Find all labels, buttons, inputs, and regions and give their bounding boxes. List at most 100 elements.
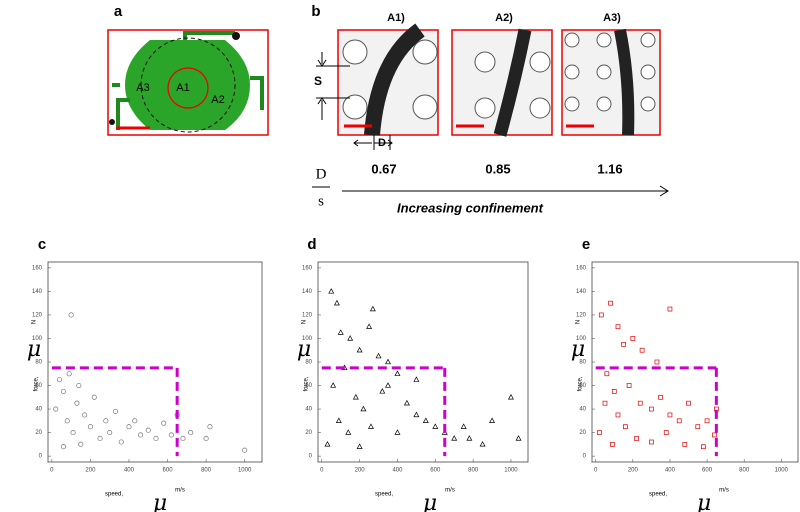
point xyxy=(608,300,613,306)
point xyxy=(70,430,76,436)
y-tick-label: 20 xyxy=(35,430,42,436)
point xyxy=(630,336,636,341)
point xyxy=(639,347,645,353)
point xyxy=(413,376,420,382)
chip-image xyxy=(107,29,269,136)
y-tick-label: 160 xyxy=(302,265,313,271)
point xyxy=(367,423,374,429)
point xyxy=(356,443,363,449)
point xyxy=(335,417,342,423)
x-tick-label: 600 xyxy=(163,468,174,474)
y-label-unit: N xyxy=(576,320,582,324)
point xyxy=(451,435,458,441)
point xyxy=(597,430,602,435)
point xyxy=(337,329,344,335)
point xyxy=(145,427,151,433)
point xyxy=(352,393,359,400)
y-label-symbol: μ xyxy=(297,337,311,362)
point xyxy=(330,382,337,388)
x-label-symbol: μ xyxy=(423,491,437,512)
point xyxy=(168,432,174,438)
point xyxy=(686,400,691,406)
point xyxy=(460,423,467,429)
point xyxy=(60,444,66,450)
x-label: speed, xyxy=(649,492,667,498)
point xyxy=(87,424,93,430)
point xyxy=(153,435,159,442)
point xyxy=(604,371,610,377)
point xyxy=(598,312,604,318)
point xyxy=(658,394,664,400)
y-tick-label: 60 xyxy=(579,383,586,389)
point xyxy=(611,389,617,394)
point xyxy=(137,432,144,438)
image-label: A2) xyxy=(495,12,513,24)
y-tick-label: 40 xyxy=(35,407,42,413)
point xyxy=(126,424,132,430)
x-label-unit: m/s xyxy=(175,488,185,494)
fraction-denominator: s xyxy=(318,193,324,209)
y-label-symbol: μ xyxy=(571,337,585,362)
x-tick-label: 1000 xyxy=(238,468,252,474)
point xyxy=(74,400,80,406)
point xyxy=(663,430,669,435)
y-tick-label: 80 xyxy=(305,360,312,366)
point xyxy=(78,441,84,447)
region-label: A1 xyxy=(176,82,189,94)
x-tick-label: 400 xyxy=(124,468,135,474)
point xyxy=(118,439,124,445)
point xyxy=(161,420,167,426)
y-label: force, xyxy=(304,376,310,391)
point xyxy=(634,436,639,441)
point xyxy=(66,371,72,377)
region-label: A2 xyxy=(211,94,224,106)
point xyxy=(366,323,373,329)
point xyxy=(385,358,391,365)
y-tick-label: 40 xyxy=(579,407,586,413)
y-tick-label: 60 xyxy=(305,383,312,389)
point xyxy=(60,388,66,394)
point xyxy=(422,417,429,423)
y-tick-label: 40 xyxy=(305,407,312,413)
image-label: A3) xyxy=(603,12,621,24)
point xyxy=(432,423,439,429)
point xyxy=(76,382,82,389)
y-tick-label: 0 xyxy=(309,454,313,460)
x-label-unit: m/s xyxy=(445,488,455,494)
panel-label: b xyxy=(311,3,320,20)
point xyxy=(621,342,626,347)
y-tick-label: 160 xyxy=(576,265,587,271)
point xyxy=(695,424,701,430)
x-label-symbol: μ xyxy=(697,491,711,512)
point xyxy=(394,370,401,376)
y-tick-label: 160 xyxy=(32,265,43,271)
point xyxy=(369,305,376,312)
x-tick-label: 400 xyxy=(392,468,403,474)
point xyxy=(507,393,514,400)
x-tick-label: 1000 xyxy=(775,468,789,474)
point xyxy=(403,399,410,406)
point xyxy=(385,382,391,388)
point xyxy=(242,447,248,453)
y-label: force, xyxy=(34,376,40,391)
point xyxy=(623,424,628,430)
y-tick-label: 140 xyxy=(576,289,587,295)
x-tick-label: 200 xyxy=(85,468,96,474)
point xyxy=(107,430,113,436)
point xyxy=(328,288,335,294)
s-label: S xyxy=(314,74,322,88)
y-label: force, xyxy=(578,376,584,391)
point xyxy=(203,435,209,442)
panel-label: a xyxy=(114,3,123,20)
point xyxy=(637,400,643,406)
x-tick-label: 600 xyxy=(702,468,713,474)
point xyxy=(676,418,682,424)
x-label: speed, xyxy=(375,492,393,498)
point xyxy=(112,408,119,414)
d-label: D xyxy=(378,137,386,149)
y-tick-label: 20 xyxy=(305,430,312,436)
point xyxy=(360,405,367,412)
point xyxy=(466,435,473,441)
y-tick-label: 120 xyxy=(32,313,43,319)
point xyxy=(610,442,615,447)
